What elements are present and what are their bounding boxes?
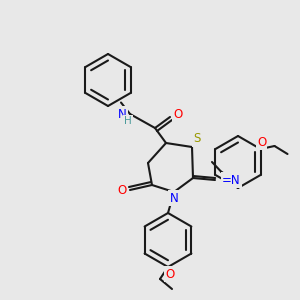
Text: =N: =N <box>222 173 241 187</box>
Text: O: O <box>117 184 127 196</box>
Text: N: N <box>118 107 126 121</box>
Text: O: O <box>257 136 266 148</box>
Text: N: N <box>169 191 178 205</box>
Text: H: H <box>124 116 132 126</box>
Text: S: S <box>193 133 201 146</box>
Text: O: O <box>173 109 183 122</box>
Text: O: O <box>165 268 175 281</box>
